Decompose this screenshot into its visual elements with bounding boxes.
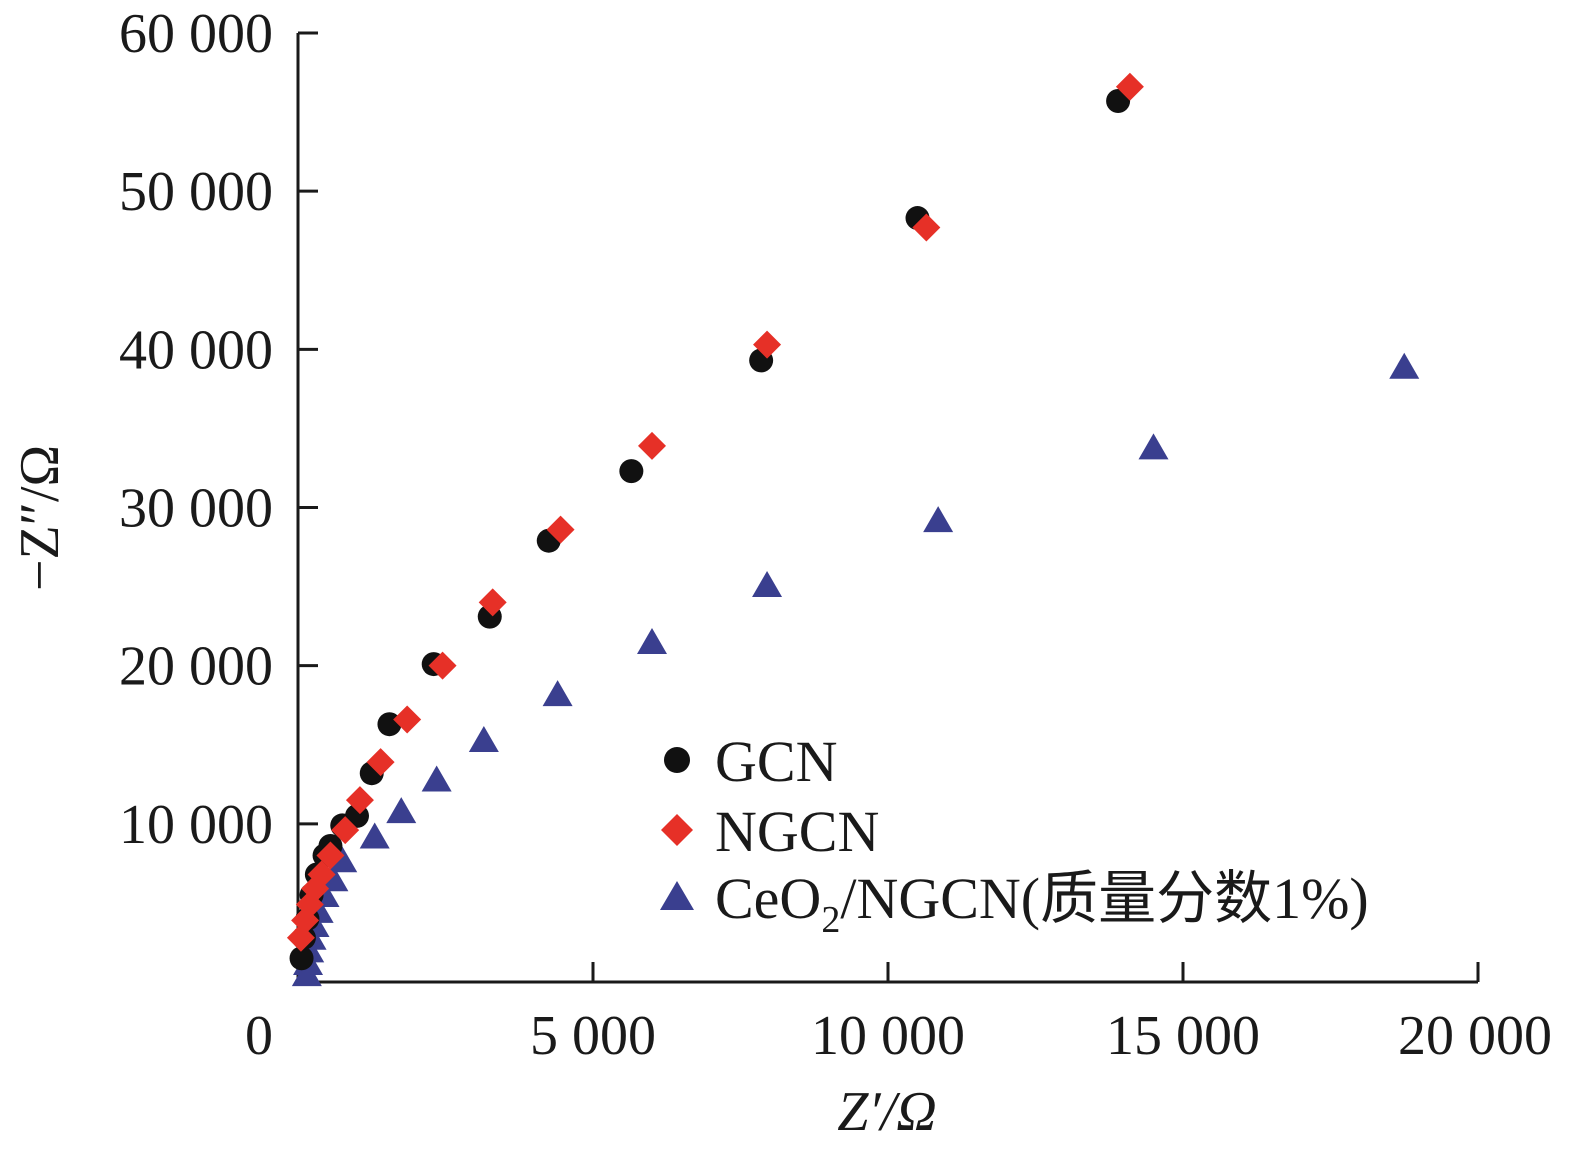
y-axis-title-text: −Z″/Ω: [9, 445, 71, 591]
data-point-diamond: [316, 841, 345, 870]
data-point-circle: [619, 459, 644, 484]
x-axis-title: Z′/Ω: [837, 1081, 936, 1143]
data-point-triangle: [468, 726, 499, 753]
legend-entry-ngcn: NGCN: [661, 799, 879, 864]
y-tick-label: 30 000: [119, 478, 273, 540]
data-point-triangle: [386, 797, 417, 824]
data-point-diamond: [753, 330, 782, 359]
legend: GCN NGCN CeO2/NGCN(质量分数1%): [660, 729, 1369, 941]
data-point-triangle: [1138, 433, 1169, 460]
data-point-diamond: [345, 786, 374, 815]
data-point-triangle: [327, 846, 358, 873]
data-point-triangle: [923, 506, 954, 533]
legend-entry-gcn: GCN: [664, 729, 837, 794]
legend-label-ceo2-rest: /NGCN(质量分数1%): [840, 866, 1368, 931]
data-point-triangle: [542, 680, 573, 707]
legend-label-ceo2-subscript: 2: [821, 899, 840, 941]
x-tick-label: 15 000: [1106, 1005, 1260, 1067]
data-point-diamond: [428, 651, 457, 680]
y-axis-title: −Z″/Ω: [9, 445, 71, 591]
y-tick-label: 50 000: [119, 161, 273, 223]
data-point-diamond: [638, 431, 666, 460]
data-point-triangle: [637, 627, 667, 654]
legend-marker-circle: [664, 747, 690, 773]
y-tick-label: 40 000: [119, 319, 273, 381]
data-point-diamond: [478, 588, 507, 617]
x-axis-title-text: Z′/Ω: [837, 1081, 936, 1143]
data-point-triangle: [1389, 352, 1420, 379]
data-point-circle: [1106, 89, 1131, 114]
data-point-diamond: [331, 816, 360, 845]
legend-label-ngcn: NGCN: [715, 799, 879, 864]
x-tick-label: 10 000: [811, 1005, 965, 1067]
data-point-circle: [289, 946, 314, 971]
legend-label-ceo2-ngcn: CeO2/NGCN(质量分数1%): [715, 866, 1369, 941]
axes: [296, 33, 1478, 984]
y-tick-label: 20 000: [119, 636, 273, 698]
ticks: 10 000 20 000 30 000 40 000 50 000 60 000 0 5 0…: [119, 3, 1552, 1067]
legend-marker-triangle: [660, 881, 694, 910]
y-tick-label: 10 000: [119, 794, 273, 856]
data-point-diamond: [1115, 72, 1144, 101]
legend-marker-diamond: [661, 814, 693, 846]
data-point-diamond: [546, 515, 575, 544]
legend-entry-ceo2-ngcn: CeO2/NGCN(质量分数1%): [660, 866, 1369, 941]
data-point-diamond: [366, 748, 395, 777]
x-tick-label: 20 000: [1398, 1005, 1552, 1067]
data-point-diamond: [393, 705, 422, 734]
legend-label-ceo2-main: CeO: [715, 866, 821, 931]
legend-label-gcn: GCN: [715, 729, 837, 794]
x-tick-label: 5 000: [530, 1005, 656, 1067]
data-point-triangle: [359, 822, 390, 849]
data-points: [286, 72, 1420, 987]
data-point-triangle: [752, 571, 783, 598]
data-point-triangle: [318, 865, 349, 892]
data-point-diamond: [912, 213, 941, 242]
x-tick-label: 0: [245, 1005, 273, 1067]
y-tick-label: 60 000: [119, 3, 273, 65]
data-point-triangle: [421, 765, 452, 792]
